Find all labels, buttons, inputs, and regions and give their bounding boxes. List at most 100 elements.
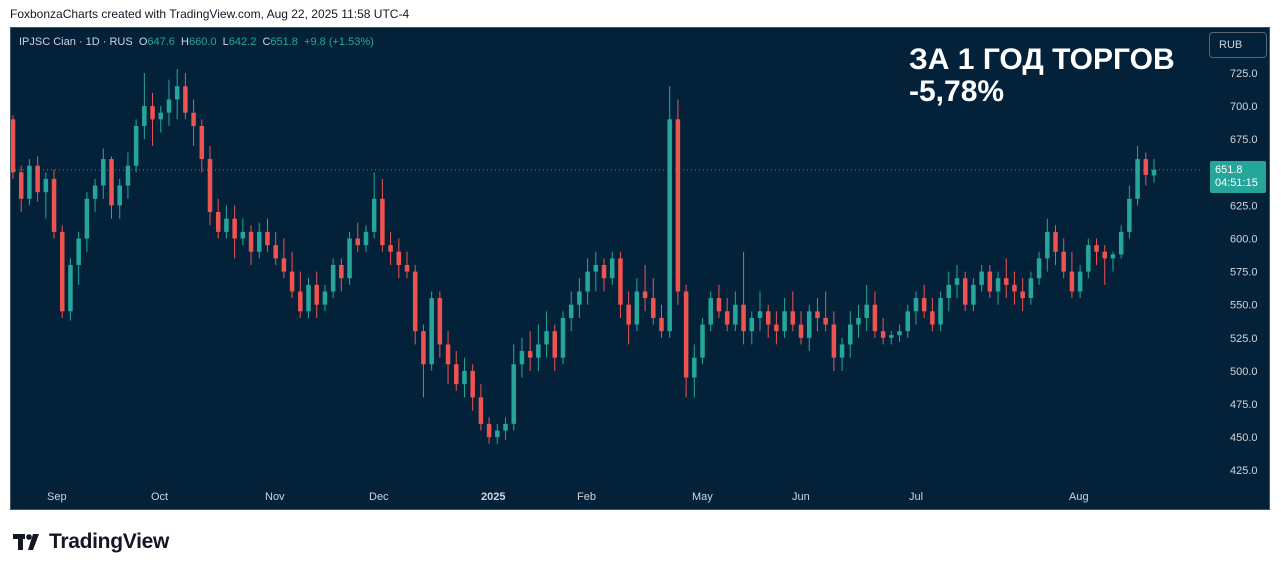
candlestick-chart[interactable]: 425.0 450.0 475.0 500.0 525.0 550.0 575.0 600.0…	[11, 28, 1269, 509]
candle-body	[1127, 198, 1132, 232]
candle	[495, 423, 500, 444]
candle	[692, 344, 697, 398]
candle-body	[1003, 278, 1009, 285]
candle-body	[675, 119, 681, 292]
y-tick-label: 700.0	[1230, 101, 1258, 113]
candle-body	[527, 351, 533, 358]
candle	[404, 251, 410, 279]
candle-body	[421, 331, 426, 365]
candle-body	[667, 119, 672, 332]
candle-body	[322, 291, 328, 305]
candle	[700, 317, 705, 365]
symbol-label[interactable]: IPJSC Cian · 1D · RUS	[19, 36, 133, 48]
headline-line-2: -5,78%	[909, 75, 1005, 108]
candle-body	[1143, 159, 1149, 175]
candle-body	[749, 317, 755, 332]
candle	[322, 284, 328, 312]
candle	[1151, 159, 1157, 183]
close-value: 651.8	[270, 36, 298, 48]
candle-body	[741, 304, 746, 332]
candle	[35, 156, 40, 202]
candle	[298, 271, 303, 318]
x-tick-label: Jun	[792, 491, 810, 503]
candle-body	[765, 311, 771, 325]
candle	[938, 291, 943, 332]
candle-body	[109, 159, 114, 206]
y-tick-label: 625.0	[1230, 200, 1258, 212]
candle-body	[27, 165, 32, 199]
candle	[166, 79, 172, 126]
candle	[281, 238, 287, 279]
candle-body	[1077, 271, 1083, 292]
candle-body	[552, 331, 558, 358]
candle	[101, 148, 106, 199]
x-tick-label: Sep	[47, 491, 67, 503]
candle	[618, 251, 623, 318]
candle-body	[1069, 271, 1075, 292]
candle-body	[897, 331, 902, 336]
candle	[823, 291, 828, 332]
last-price-tag: 651.8 04:51:15	[1210, 161, 1266, 193]
candle-body	[429, 298, 434, 365]
candle	[1053, 225, 1058, 265]
candle	[634, 278, 640, 332]
candle	[651, 278, 656, 325]
candle-body	[240, 231, 246, 239]
candle	[363, 225, 369, 252]
candle	[224, 205, 229, 239]
candle	[84, 192, 90, 252]
candle-body	[634, 291, 640, 325]
candle-body	[437, 298, 443, 345]
candle-body	[232, 218, 237, 239]
candle-body	[798, 324, 804, 338]
candle	[1086, 238, 1091, 279]
candle	[1028, 271, 1034, 305]
candle	[954, 264, 960, 299]
candle	[158, 106, 164, 133]
candle-body	[117, 185, 122, 206]
candle-body	[774, 324, 779, 332]
candle	[560, 311, 566, 365]
candle-body	[248, 231, 254, 252]
candle-body	[872, 304, 878, 332]
candle-body	[18, 172, 24, 199]
candle	[790, 291, 796, 332]
candle-body	[257, 231, 262, 252]
candle	[289, 251, 295, 299]
chart-panel[interactable]: 425.0 450.0 475.0 500.0 525.0 550.0 575.0 600.0…	[10, 27, 1270, 510]
candle	[1003, 258, 1009, 299]
candle-body	[199, 125, 205, 160]
candle	[347, 231, 352, 285]
low-value: 642.2	[228, 36, 257, 48]
candle	[987, 264, 993, 299]
candle	[11, 115, 16, 179]
candle	[478, 384, 484, 431]
x-tick-label: Aug	[1069, 491, 1089, 503]
candle-body	[1086, 245, 1091, 272]
candle-body	[577, 291, 582, 305]
candle-body	[519, 351, 525, 365]
candle-body	[806, 311, 812, 338]
y-tick-label: 675.0	[1230, 134, 1258, 146]
candle	[946, 271, 952, 312]
candle-body	[1102, 251, 1108, 259]
headline-line-1: ЗА 1 ГОД ТОРГОВ	[909, 43, 1175, 76]
candle	[659, 304, 664, 338]
tradingview-logo[interactable]: TradingView	[13, 530, 169, 554]
candle-body	[298, 291, 303, 312]
x-tick-label: May	[692, 491, 713, 503]
candle-body	[815, 311, 820, 318]
candle	[1045, 218, 1050, 272]
currency-button[interactable]: RUB	[1209, 32, 1267, 58]
candle	[585, 258, 590, 305]
candle	[1143, 152, 1149, 186]
candle	[979, 264, 984, 292]
candle	[339, 258, 344, 292]
candle	[306, 278, 311, 318]
candle-body	[404, 264, 410, 272]
candle	[880, 317, 886, 345]
y-tick-label: 575.0	[1230, 267, 1258, 279]
candle	[117, 178, 122, 219]
candle-body	[380, 198, 385, 246]
candle	[1061, 238, 1066, 279]
